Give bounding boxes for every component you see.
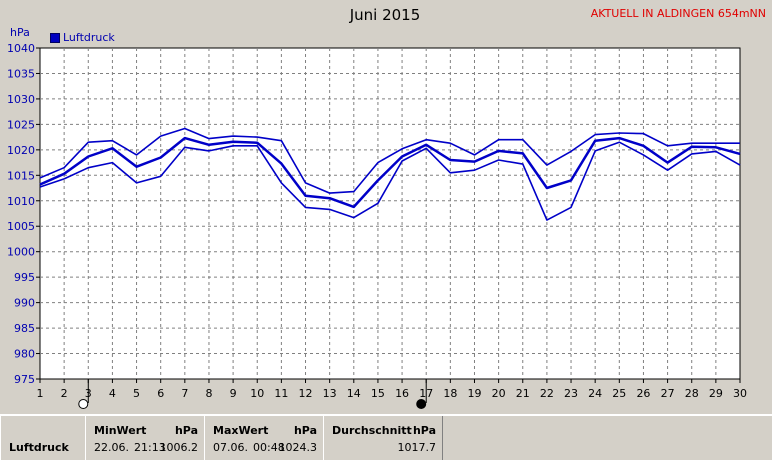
stats-avg-column: Durchschnitt hPa 1017.7 [323, 416, 443, 460]
x-tick-label: 19 [467, 387, 481, 400]
series-line-avg [39, 136, 741, 209]
y-tick-label: 1035 [7, 67, 35, 80]
y-tick-label: 995 [14, 271, 35, 284]
avg-value: 1017.7 [397, 441, 437, 454]
plot-area [39, 47, 741, 380]
x-tick-label: 29 [709, 387, 723, 400]
x-tick-label: 28 [685, 387, 699, 400]
avg-header: Durchschnitt [332, 424, 412, 437]
y-tick-label: 1040 [7, 42, 35, 55]
pressure-chart: 9759809859909951000100510101015102010251… [7, 42, 747, 409]
y-tick-label: 1020 [7, 144, 35, 157]
x-tick-label: 11 [274, 387, 288, 400]
max-value: 1024.3 [278, 441, 318, 454]
x-tick-label: 24 [588, 387, 602, 400]
max-header: MaxWert [213, 424, 269, 437]
x-tick-label: 16 [395, 387, 409, 400]
max-date: 07.06. [213, 441, 248, 454]
y-tick-label: 1025 [7, 118, 35, 131]
x-tick-label: 9 [230, 387, 237, 400]
stats-min-column: MinWert hPa 22.06. 21:13 1006.2 [85, 416, 205, 460]
series-line-max [39, 127, 740, 194]
full-moon-icon [78, 399, 89, 409]
stats-label-column: Luftdruck [0, 416, 86, 460]
y-tick-label: 1000 [7, 246, 35, 259]
stats-panel: Luftdruck MinWert hPa 22.06. 21:13 1006.… [0, 414, 772, 460]
stats-max-column: MaxWert hPa 07.06. 00:48 1024.3 [204, 416, 324, 460]
stats-row-label: Luftdruck [9, 441, 69, 454]
x-tick-label: 4 [109, 387, 116, 400]
y-axis-unit: hPa [10, 26, 30, 39]
x-tick-label: 23 [564, 387, 578, 400]
x-tick-label: 2 [61, 387, 68, 400]
x-tick-label: 25 [612, 387, 626, 400]
avg-unit: hPa [412, 424, 436, 437]
max-time: 00:48 [253, 441, 285, 454]
x-tick-label: 1 [37, 387, 44, 400]
x-tick-label: 10 [250, 387, 264, 400]
x-tick-label: 21 [516, 387, 530, 400]
y-tick-label: 985 [14, 322, 35, 335]
legend-label: Luftdruck [63, 31, 115, 44]
series-line-min [39, 141, 741, 221]
max-unit: hPa [293, 424, 317, 437]
legend-swatch [50, 32, 60, 43]
y-tick-label: 975 [14, 373, 35, 386]
x-tick-label: 15 [371, 387, 385, 400]
min-value: 1006.2 [159, 441, 199, 454]
y-tick-label: 1015 [7, 169, 35, 182]
station-label: AKTUELL IN ALDINGEN 654mNN [590, 7, 766, 20]
x-tick-label: 14 [347, 387, 361, 400]
x-tick-label: 7 [181, 387, 188, 400]
min-unit: hPa [174, 424, 198, 437]
x-tick-label: 22 [540, 387, 554, 400]
x-tick-label: 20 [492, 387, 506, 400]
x-tick-label: 26 [636, 387, 650, 400]
x-tick-label: 5 [133, 387, 140, 400]
x-tick-label: 12 [299, 387, 313, 400]
y-tick-label: 990 [14, 297, 35, 310]
x-tick-label: 13 [323, 387, 337, 400]
new-moon-icon [416, 399, 427, 409]
min-header: MinWert [94, 424, 147, 437]
x-tick-label: 27 [661, 387, 675, 400]
y-tick-label: 980 [14, 348, 35, 361]
x-tick-label: 8 [205, 387, 212, 400]
x-tick-label: 18 [443, 387, 457, 400]
x-tick-label: 30 [733, 387, 747, 400]
min-date: 22.06. [94, 441, 129, 454]
y-tick-label: 1010 [7, 195, 35, 208]
y-tick-label: 1005 [7, 220, 35, 233]
x-tick-label: 6 [157, 387, 164, 400]
y-tick-label: 1030 [7, 93, 35, 106]
chart-title: Juni 2015 [349, 6, 421, 24]
min-time: 21:13 [134, 441, 166, 454]
legend: Luftdruck [50, 31, 115, 44]
